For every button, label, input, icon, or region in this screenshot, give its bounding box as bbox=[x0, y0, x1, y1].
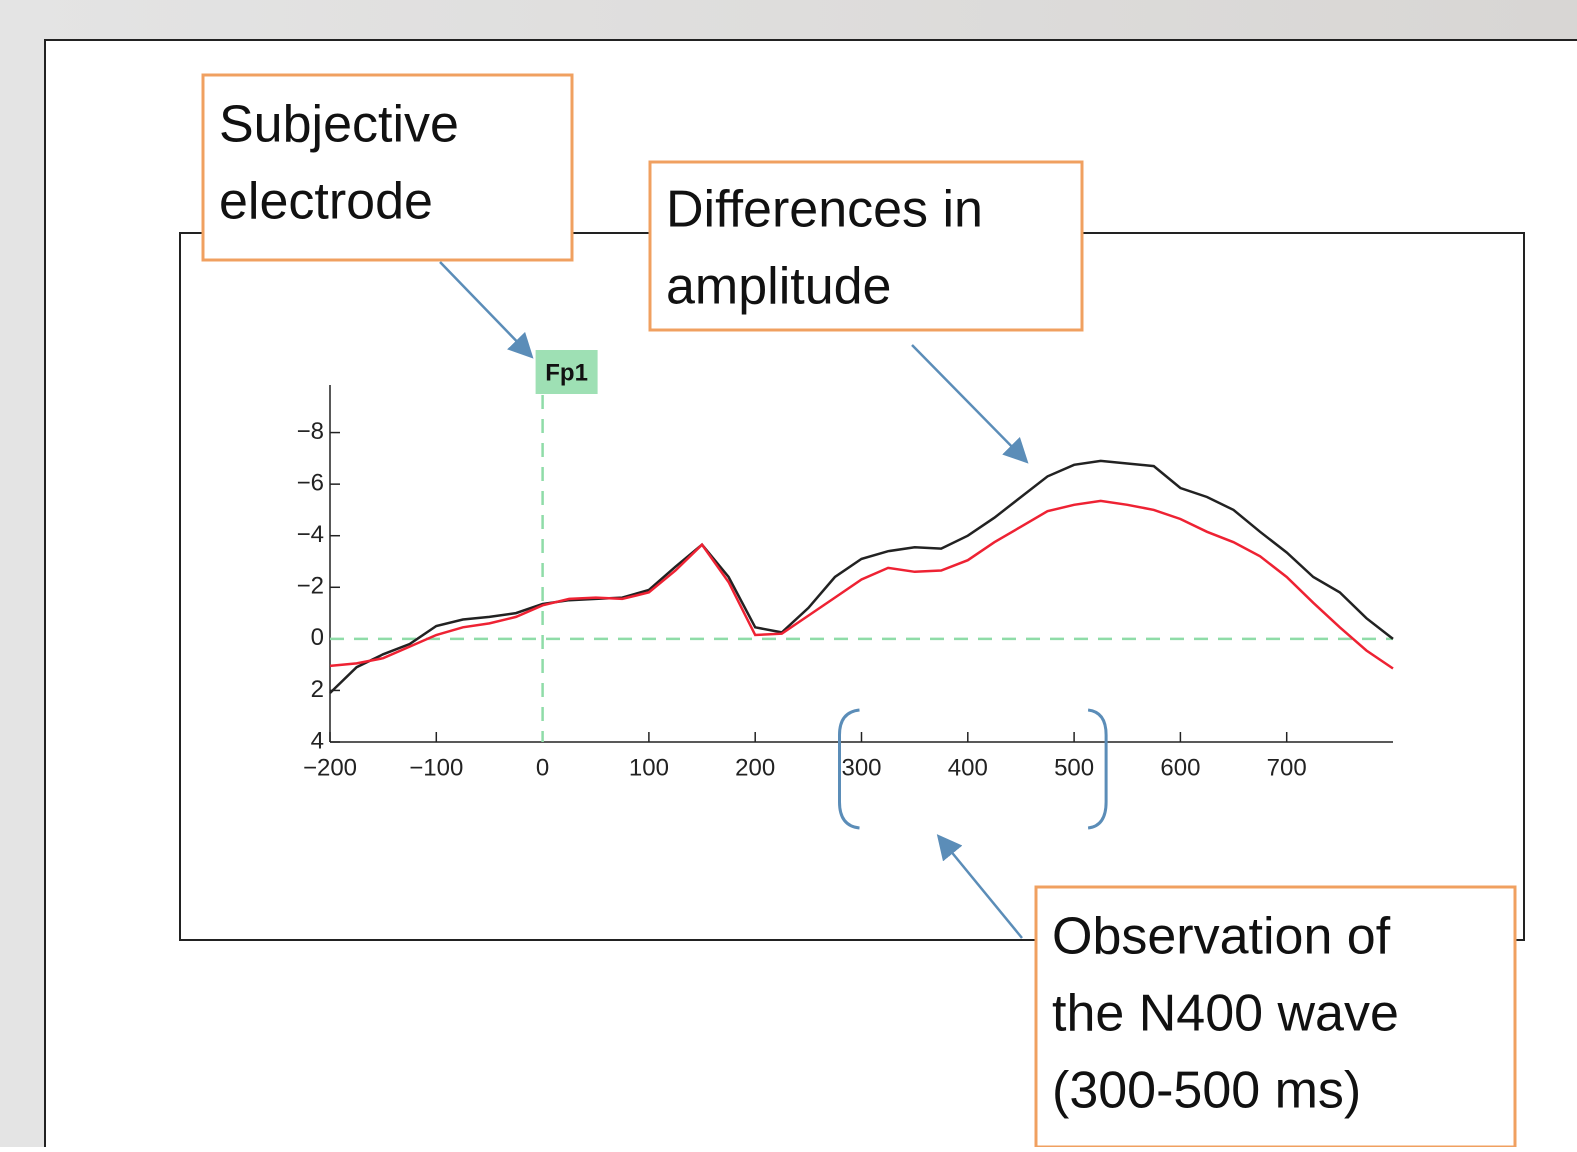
annotation-text: (300-500 ms) bbox=[1052, 1062, 1361, 1120]
channel-box bbox=[535, 350, 598, 394]
annotation-box bbox=[201, 73, 574, 262]
annotation-text: electrode bbox=[219, 173, 433, 231]
annotation-arrow bbox=[911, 344, 1029, 464]
x-tick-label: 200 bbox=[735, 754, 775, 781]
y-tick-label: −4 bbox=[297, 521, 324, 548]
x-tick-label: 100 bbox=[629, 754, 669, 781]
y-tick-label: −2 bbox=[297, 573, 324, 600]
x-tick-label: −200 bbox=[303, 754, 357, 781]
y-tick-label: 4 bbox=[311, 727, 324, 754]
x-tick-label: 700 bbox=[1267, 754, 1307, 781]
series-line bbox=[329, 459, 1394, 694]
annotation-text: Differences in bbox=[666, 181, 983, 239]
y-tick-label: 0 bbox=[311, 624, 324, 651]
channel-label: Fp1 bbox=[545, 359, 588, 386]
annotation-text: the N400 wave bbox=[1052, 985, 1399, 1043]
x-tick-label: 600 bbox=[1160, 754, 1200, 781]
annotation-box bbox=[648, 160, 1084, 332]
annotation-arrow bbox=[439, 261, 534, 359]
y-tick-label: −6 bbox=[297, 469, 324, 496]
y-tick-label: −8 bbox=[297, 418, 324, 445]
y-tick-label: 2 bbox=[311, 676, 324, 703]
x-tick-label: 500 bbox=[1054, 754, 1094, 781]
annotation-text: amplitude bbox=[666, 258, 891, 316]
plot: −8 −6 −4 −2 0 2 4−200 −100 0 Fp1 100 200 300 400 500 60… bbox=[297, 350, 1394, 830]
x-tick-label: 400 bbox=[948, 754, 988, 781]
x-tick-label: 300 bbox=[841, 754, 881, 781]
annotation-box bbox=[1034, 885, 1517, 1149]
annotation-text: Subjective bbox=[219, 96, 459, 154]
x-tick-label: −100 bbox=[409, 754, 463, 781]
annotation-arrow bbox=[936, 834, 1023, 939]
annotations: Subjective electrode Differences in amplitu… bbox=[201, 73, 1517, 1149]
annotation-text: Observation of bbox=[1052, 908, 1391, 966]
bracket bbox=[838, 708, 860, 830]
series-line bbox=[329, 499, 1394, 670]
bracket bbox=[1087, 708, 1108, 830]
x-tick-label: 0 bbox=[536, 754, 549, 781]
